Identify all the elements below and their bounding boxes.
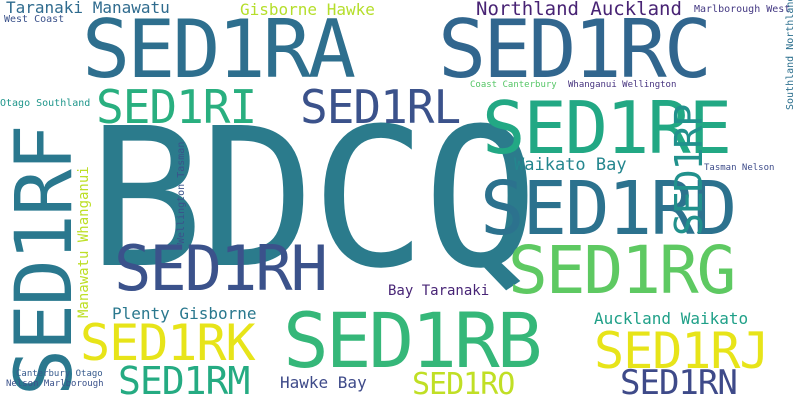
word-sed1rc: SED1RC: [438, 3, 712, 96]
word-sed1rf: SED1RF: [0, 126, 90, 396]
word-sed1ro: SED1RO: [412, 367, 515, 400]
word-southland-northland: Southland Northland: [785, 0, 796, 110]
word-taranaki-manawatu: Taranaki Manawatu: [6, 0, 170, 17]
word-otago-southland: Otago Southland: [0, 98, 91, 109]
word-northland-auckland: Northland Auckland: [476, 0, 682, 20]
word-sed1ri: SED1RI: [96, 80, 257, 134]
word-sed1rb: SED1RB: [283, 296, 543, 385]
word-sed1ra: SED1RA: [82, 3, 356, 96]
word-canterbury-otago: Canterbury Otago: [16, 369, 103, 379]
word-bay-taranaki: Bay Taranaki: [388, 283, 490, 299]
word-whanganui-wellington: Whanganui Wellington: [568, 80, 677, 90]
word-coast-canterbury: Coast Canterbury: [470, 80, 557, 90]
word-west-coast: West Coast: [4, 14, 65, 25]
word-sed1rd: SED1RD: [480, 166, 737, 252]
word-marlborough-west: Marlborough West: [694, 4, 791, 15]
word-manawatu-whanganui: Manawatu Whanganui: [76, 166, 92, 318]
word-sed1rl: SED1RL: [300, 80, 461, 134]
word-hawke-bay: Hawke Bay: [280, 373, 367, 392]
word-nelson-marlborough: Nelson Marlborough: [6, 379, 104, 389]
word-sed1rn: SED1RN: [620, 363, 738, 400]
word-auckland-waikato: Auckland Waikato: [594, 309, 749, 328]
word-waikato-bay: Waikato Bay: [514, 155, 627, 175]
word-gisborne-hawke: Gisborne Hawke: [240, 0, 375, 19]
word-tasman-nelson: Tasman Nelson: [704, 163, 775, 173]
word-sed1rh: SED1RH: [114, 232, 328, 305]
word-sed1rp: SED1RP: [667, 104, 711, 236]
word-sed1re: SED1RE: [482, 86, 732, 170]
word-sed1rj: SED1RJ: [594, 322, 770, 380]
word-wellington-tasman: Wellington Tasman: [176, 141, 187, 244]
word-sed1rg: SED1RG: [508, 232, 736, 309]
word-bdcq: BDCQ: [88, 88, 538, 311]
word-plenty-gisborne: Plenty Gisborne: [112, 304, 257, 323]
word-sed1rk: SED1RK: [80, 314, 256, 372]
word-sed1rm: SED1RM: [118, 359, 250, 400]
